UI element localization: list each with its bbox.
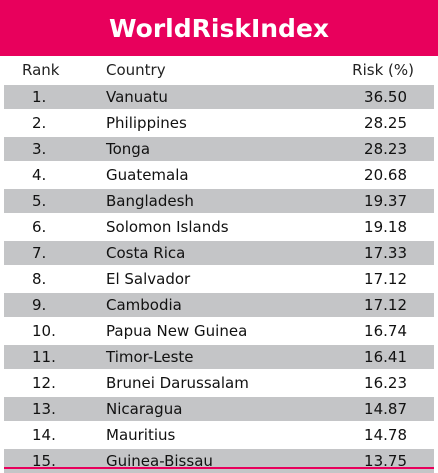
table-row: 14. Mauritius 14.78	[0, 423, 438, 447]
row-rank: 6.	[32, 218, 47, 236]
row-country: Solomon Islands	[106, 218, 229, 236]
row-country: Vanuatu	[106, 88, 168, 106]
row-risk: 20.68	[364, 166, 407, 184]
row-rank: 7.	[32, 244, 47, 262]
table-row: 13. Nicaragua 14.87	[4, 397, 434, 421]
row-rank: 15.	[32, 452, 56, 470]
table-row: 12. Brunei Darussalam 16.23	[0, 371, 438, 395]
table-row: 15. Guinea-Bissau 13.75	[4, 449, 434, 473]
table-row: 9. Cambodia 17.12	[4, 293, 434, 317]
header-rank: Rank	[22, 61, 60, 79]
row-country: Guatemala	[106, 166, 189, 184]
table-row: 10. Papua New Guinea 16.74	[0, 319, 438, 343]
row-country: Brunei Darussalam	[106, 374, 249, 392]
table-body: 1. Vanuatu 36.50 2. Philippines 28.25 3. Tonga 2…	[0, 83, 438, 473]
row-risk: 16.41	[364, 348, 407, 366]
table-row: 6. Solomon Islands 19.18	[0, 215, 438, 239]
row-risk: 19.37	[364, 192, 407, 210]
row-rank: 14.	[32, 426, 56, 444]
row-rank: 13.	[32, 400, 56, 418]
row-risk: 14.78	[364, 426, 407, 444]
row-risk: 13.75	[364, 452, 407, 470]
table-row: 2. Philippines 28.25	[0, 111, 438, 135]
row-risk: 28.23	[364, 140, 407, 158]
table-row: 3. Tonga 28.23	[4, 137, 434, 161]
row-rank: 4.	[32, 166, 47, 184]
table-row: 7. Costa Rica 17.33	[4, 241, 434, 265]
row-rank: 9.	[32, 296, 47, 314]
table-row: 4. Guatemala 20.68	[0, 163, 438, 187]
table-row: 11. Timor-Leste 16.41	[4, 345, 434, 369]
row-country: Philippines	[106, 114, 187, 132]
row-rank: 12.	[32, 374, 56, 392]
row-risk: 19.18	[364, 218, 407, 236]
row-risk: 14.87	[364, 400, 407, 418]
table-row: 5. Bangladesh 19.37	[4, 189, 434, 213]
row-risk: 17.12	[364, 296, 407, 314]
row-rank: 11.	[32, 348, 56, 366]
table-row: 1. Vanuatu 36.50	[4, 85, 434, 109]
row-rank: 5.	[32, 192, 47, 210]
row-country: Guinea-Bissau	[106, 452, 213, 470]
row-risk: 17.33	[364, 244, 407, 262]
row-rank: 8.	[32, 270, 47, 288]
row-country: Tonga	[106, 140, 151, 158]
row-country: Timor-Leste	[106, 348, 194, 366]
row-country: Cambodia	[106, 296, 182, 314]
header-risk: Risk (%)	[352, 61, 414, 79]
row-rank: 3.	[32, 140, 47, 158]
row-country: Nicaragua	[106, 400, 183, 418]
row-risk: 17.12	[364, 270, 407, 288]
row-country: Costa Rica	[106, 244, 186, 262]
table-header: Rank Country Risk (%)	[0, 58, 438, 83]
bottom-divider	[4, 467, 434, 469]
row-country: Bangladesh	[106, 192, 194, 210]
row-rank: 1.	[32, 88, 47, 106]
table-title: WorldRiskIndex	[0, 0, 438, 56]
row-risk: 16.74	[364, 322, 407, 340]
header-country: Country	[106, 61, 166, 79]
table-row: 8. El Salvador 17.12	[0, 267, 438, 291]
row-rank: 2.	[32, 114, 47, 132]
row-risk: 16.23	[364, 374, 407, 392]
row-risk: 36.50	[364, 88, 407, 106]
row-country: El Salvador	[106, 270, 191, 288]
row-country: Mauritius	[106, 426, 176, 444]
row-rank: 10.	[32, 322, 56, 340]
row-country: Papua New Guinea	[106, 322, 248, 340]
row-risk: 28.25	[364, 114, 407, 132]
